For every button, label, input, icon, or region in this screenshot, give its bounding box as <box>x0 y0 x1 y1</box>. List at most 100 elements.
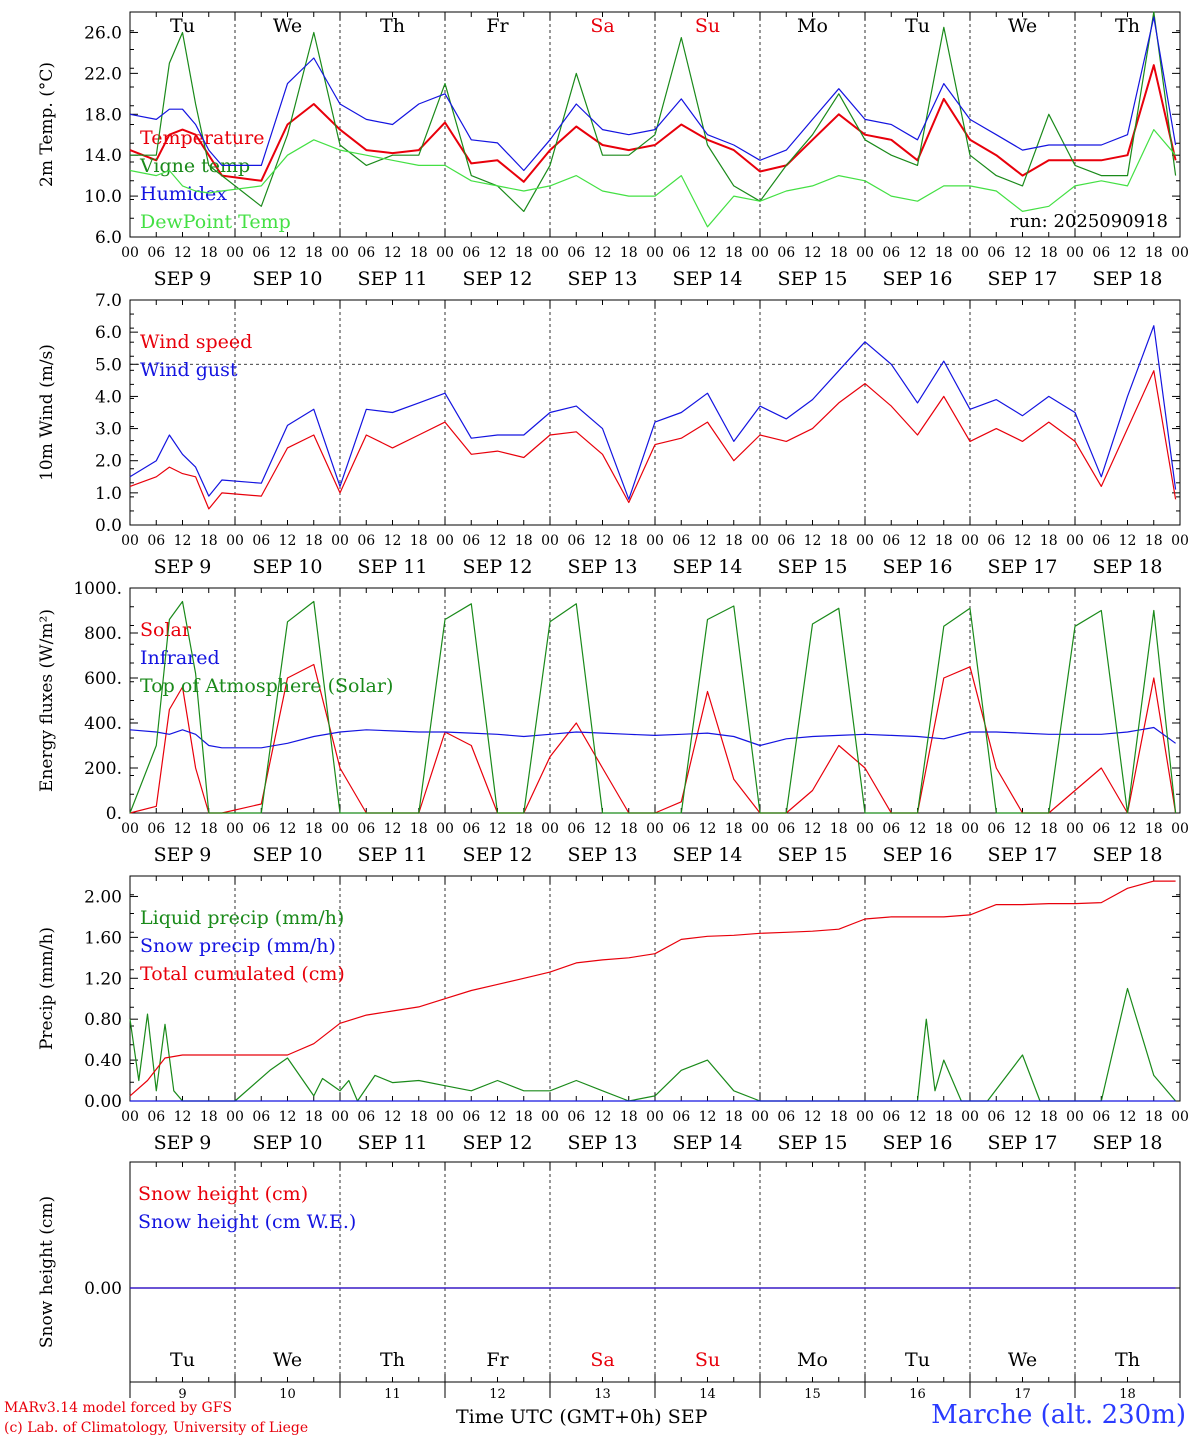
date-label: SEP 13 <box>568 268 638 290</box>
series-line-0-0 <box>129 64 1177 183</box>
hour-label: 12 <box>909 1109 927 1125</box>
day-name-bottom: Th <box>380 1349 405 1371</box>
hour-label: 06 <box>252 821 270 837</box>
hour-label: 12 <box>489 821 507 837</box>
hour-label: 06 <box>462 1109 480 1125</box>
hour-label: 12 <box>174 533 192 549</box>
y-tick-label: 18.0 <box>84 105 122 125</box>
day-number: 16 <box>909 1387 926 1402</box>
hour-label: 12 <box>174 245 192 261</box>
hour-label: 06 <box>672 821 690 837</box>
hour-label: 18 <box>1040 245 1058 261</box>
hour-label: 18 <box>410 1109 428 1125</box>
hour-label: 06 <box>987 1109 1005 1125</box>
y-tick-label: 0.80 <box>84 1010 122 1030</box>
model-credit: MARv3.14 model forced by GFS <box>4 1400 233 1416</box>
hour-label: 00 <box>331 821 349 837</box>
hour-label: 18 <box>200 533 218 549</box>
hour-label: 00 <box>436 533 454 549</box>
y-tick-label: 0.00 <box>84 1279 122 1299</box>
y-tick-label: 6.0 <box>95 228 122 248</box>
day-name-top: Mo <box>797 15 828 37</box>
day-name-top: Sa <box>590 15 614 37</box>
hour-label: 00 <box>1066 245 1084 261</box>
y-tick-label: 0.40 <box>84 1051 122 1071</box>
day-name-top: We <box>1008 15 1037 37</box>
hour-label: 06 <box>462 533 480 549</box>
day-name-top: Th <box>380 15 405 37</box>
date-label: SEP 17 <box>988 556 1058 578</box>
date-label: SEP 16 <box>883 1132 953 1154</box>
lab-credit: (c) Lab. of Climatology, University of L… <box>4 1420 309 1436</box>
x-axis-title: Time UTC (GMT+0h) SEP <box>456 1406 707 1428</box>
y-tick-label: 600. <box>84 669 122 689</box>
credits: MARv3.14 model forced by GFS (c) Lab. of… <box>4 1398 308 1438</box>
hour-label: 06 <box>147 1109 165 1125</box>
hour-label: 18 <box>620 821 638 837</box>
hour-label: 00 <box>121 245 139 261</box>
hour-label: 18 <box>935 1109 953 1125</box>
y-tick-label: 2.0 <box>95 452 122 472</box>
hour-label: 00 <box>961 1109 979 1125</box>
hour-label: 18 <box>305 245 323 261</box>
y-tick-label: 1.0 <box>95 484 122 504</box>
hour-label: 12 <box>279 245 297 261</box>
date-label: SEP 9 <box>154 1132 212 1154</box>
hour-label: 18 <box>305 533 323 549</box>
hour-label: 12 <box>804 1109 822 1125</box>
panel-frame <box>129 299 1181 526</box>
day-name-bottom: Tu <box>905 1349 930 1371</box>
day-name-top: Su <box>695 15 720 37</box>
y-axis-label: Precip (mm/h) <box>37 927 57 1050</box>
hour-label: 06 <box>357 1109 375 1125</box>
legend-entry: DewPoint Temp <box>140 211 291 233</box>
y-tick-label: 0.00 <box>84 1092 122 1112</box>
date-label: SEP 18 <box>1093 268 1163 290</box>
hour-label: 00 <box>1171 1109 1189 1125</box>
y-axis-label: Snow height (cm) <box>37 1196 57 1348</box>
hour-label: 18 <box>1145 533 1163 549</box>
hour-label: 06 <box>567 533 585 549</box>
hour-label: 12 <box>909 533 927 549</box>
hour-label: 18 <box>620 533 638 549</box>
hour-label: 06 <box>987 245 1005 261</box>
series-line-2-2 <box>129 600 1177 814</box>
hour-label: 00 <box>751 533 769 549</box>
series-line-2-1 <box>129 726 1176 749</box>
series-line-3-2 <box>129 880 1176 1097</box>
hour-label: 12 <box>174 1109 192 1125</box>
hour-label: 06 <box>567 821 585 837</box>
hour-label: 00 <box>646 533 664 549</box>
legend-entry: Solar <box>140 619 192 641</box>
hour-label: 06 <box>672 245 690 261</box>
hour-label: 18 <box>1040 533 1058 549</box>
hour-label: 06 <box>147 533 165 549</box>
y-tick-label: 0.0 <box>95 516 122 536</box>
hour-label: 00 <box>436 245 454 261</box>
hour-label: 00 <box>961 245 979 261</box>
y-tick-label: 0. <box>106 804 122 824</box>
series-line-1-1 <box>129 325 1177 500</box>
legend-entry: Total cumulated (cm) <box>140 963 345 985</box>
series-line-0-2 <box>129 16 1177 172</box>
date-label: SEP 15 <box>778 268 848 290</box>
legend-entry: Snow precip (mm/h) <box>140 935 336 957</box>
series-line-1-0 <box>129 370 1177 510</box>
hour-label: 18 <box>935 533 953 549</box>
hour-label: 18 <box>935 245 953 261</box>
date-label: SEP 17 <box>988 844 1058 866</box>
hour-label: 12 <box>804 245 822 261</box>
hour-label: 12 <box>384 821 402 837</box>
legend-entry: Snow height (cm) <box>138 1183 308 1205</box>
hour-label: 18 <box>410 821 428 837</box>
legend-entry: Humidex <box>140 183 227 205</box>
hour-label: 06 <box>1092 1109 1110 1125</box>
hour-label: 18 <box>830 821 848 837</box>
hour-label: 12 <box>1119 245 1137 261</box>
hour-label: 18 <box>725 533 743 549</box>
y-tick-label: 4.0 <box>95 387 122 407</box>
hour-label: 06 <box>357 821 375 837</box>
hour-label: 12 <box>594 245 612 261</box>
day-name-top: Tu <box>170 15 195 37</box>
